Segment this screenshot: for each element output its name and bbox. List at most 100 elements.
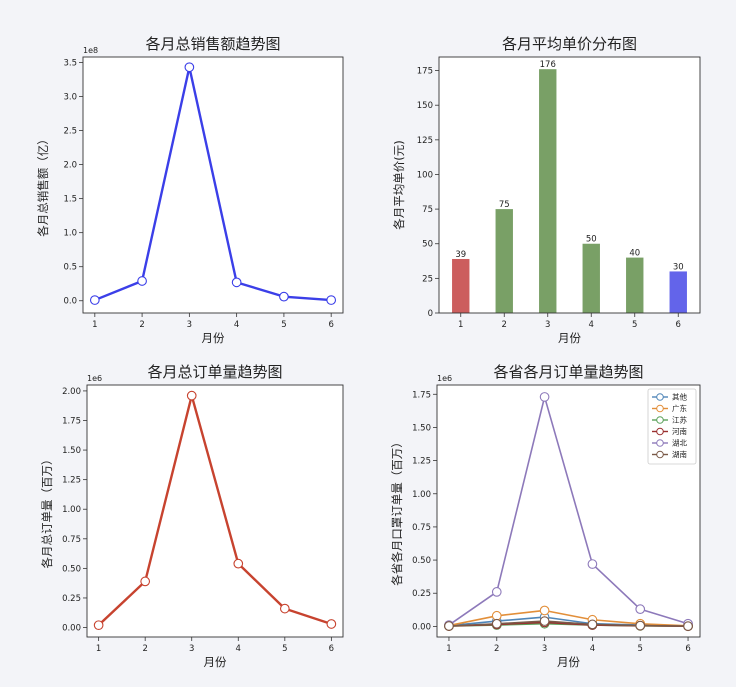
data-point [635, 620, 646, 631]
series-line-湖南 [448, 620, 689, 627]
x-axis-label: 月份 [204, 655, 227, 669]
y-tick-label: 2.5 [63, 127, 77, 137]
x-tick-label: 2 [494, 644, 499, 654]
avg-price-bar-chart: 各月平均单价分布图 0 25 50 75 100 125 150 175 1 2 3 4 5 6 月份 各月平均… [392, 35, 701, 345]
y-tick-label: 0.75 [412, 523, 431, 533]
bar-value-label: 75 [499, 200, 510, 210]
series-line [94, 66, 332, 302]
y-axis-label: 各省各月口罩订单量（百万） [390, 436, 404, 586]
x-tick-label: 5 [282, 644, 287, 654]
legend-label: 江苏 [672, 415, 687, 425]
x-tick-label: 4 [234, 320, 239, 330]
y-tick-label: 0.0 [63, 297, 77, 307]
x-tick-label: 3 [187, 320, 192, 330]
data-point [93, 620, 104, 631]
x-tick-label: 1 [96, 644, 101, 654]
y-tick-label: 75 [422, 205, 433, 215]
x-tick-label: 1 [92, 320, 97, 330]
data-point [539, 605, 550, 616]
y-tick-label: 1.0 [63, 229, 77, 239]
y-tick-label: 100 [417, 170, 433, 180]
y-tick-label: 0.50 [62, 564, 81, 574]
legend-label: 广东 [672, 403, 687, 413]
y-tick-label: 3.0 [63, 92, 77, 102]
x-tick-label: 3 [545, 320, 550, 330]
data-point [279, 291, 289, 302]
bar-2 [495, 209, 513, 313]
x-tick-label: 2 [142, 644, 147, 654]
y-axis-label: 各月总订单量（百万） [40, 454, 54, 569]
legend-swatch-marker [656, 393, 664, 401]
legend-swatch-marker [656, 439, 664, 447]
y-tick-label: 150 [417, 101, 433, 111]
y-offset-text: 1e8 [83, 46, 98, 55]
data-point [231, 277, 242, 288]
legend-swatch-marker [656, 427, 664, 436]
data-point [539, 392, 550, 402]
data-point [444, 621, 454, 631]
sales-trend-chart: 各月总销售额趋势图 0.0 0.5 1.0 1.5 2.0 2.5 3.0 3.5 1 2 3 4 5 6 月… [36, 35, 344, 345]
y-tick-label: 1.75 [62, 416, 81, 426]
x-tick-label: 1 [458, 320, 463, 330]
axes-frame [438, 56, 701, 314]
bar-value-label: 40 [629, 249, 640, 259]
x-tick-label: 4 [590, 644, 595, 654]
x-axis-label: 月份 [558, 331, 581, 345]
y-tick-label: 0 [428, 309, 433, 319]
y-tick-label: 0.50 [412, 556, 431, 566]
plot-area [439, 57, 700, 313]
x-tick-label: 5 [281, 320, 286, 330]
legend-swatch-marker [656, 416, 664, 424]
x-tick-label: 3 [189, 644, 194, 654]
y-tick-label: 2.00 [62, 387, 81, 397]
data-point [587, 619, 598, 630]
x-tick-label: 3 [542, 644, 547, 654]
bar-4 [582, 243, 600, 313]
axes-frame [86, 384, 344, 638]
legend-label: 湖南 [672, 449, 687, 459]
y-tick-label: 25 [422, 274, 433, 284]
data-point [491, 618, 502, 629]
data-point [539, 616, 550, 626]
y-tick-label: 1.75 [412, 390, 431, 400]
data-point [233, 558, 244, 569]
y-tick-label: 175 [417, 67, 433, 77]
orders-trend-chart: 各月总订单量趋势图 0.00 0.25 0.50 0.75 1.00 1.25 1.50 1.7… [40, 363, 344, 669]
y-tick-label: 1.00 [62, 505, 81, 515]
data-point [326, 295, 337, 305]
bar-5 [626, 257, 644, 313]
y-tick-label: 125 [417, 136, 433, 146]
chart-title: 各月平均单价分布图 [502, 35, 637, 53]
data-point [279, 603, 290, 614]
data-point [186, 390, 197, 401]
series-line-湖北 [448, 396, 689, 626]
y-tick-label: 0.25 [412, 589, 431, 599]
chart-title: 各月总订单量趋势图 [147, 363, 282, 381]
axes-frame [436, 384, 701, 638]
y-tick-label: 0.25 [62, 594, 81, 604]
legend-label: 河南 [672, 426, 687, 436]
legend-swatch-marker [656, 450, 664, 459]
axes-frame [82, 56, 344, 314]
data-point [89, 295, 100, 305]
x-tick-label: 5 [638, 644, 643, 654]
y-offset-text: 1e6 [437, 374, 452, 383]
x-tick-label: 6 [328, 320, 333, 330]
y-tick-label: 0.00 [62, 624, 81, 634]
x-tick-label: 4 [236, 644, 241, 654]
data-point [587, 559, 598, 569]
y-axis-label: 各月总销售额（亿） [36, 133, 50, 237]
province-orders-chart: 各省各月订单量趋势图 0.00 0.25 0.50 0.75 1.00 1.25 1.50 1.… [390, 363, 701, 669]
series-line [97, 394, 332, 627]
y-tick-label: 50 [422, 240, 433, 250]
y-tick-label: 0.00 [412, 622, 431, 632]
x-tick-label: 1 [446, 644, 451, 654]
chart-title: 各月总销售额趋势图 [145, 35, 280, 53]
chart-title: 各省各月订单量趋势图 [493, 363, 643, 381]
data-point [326, 619, 337, 629]
y-tick-label: 1.25 [62, 476, 81, 486]
y-tick-label: 1.50 [62, 446, 81, 456]
y-axis-label: 各月平均单价(元) [392, 140, 406, 229]
x-tick-label: 2 [502, 320, 507, 330]
legend-swatch-marker [656, 404, 664, 413]
